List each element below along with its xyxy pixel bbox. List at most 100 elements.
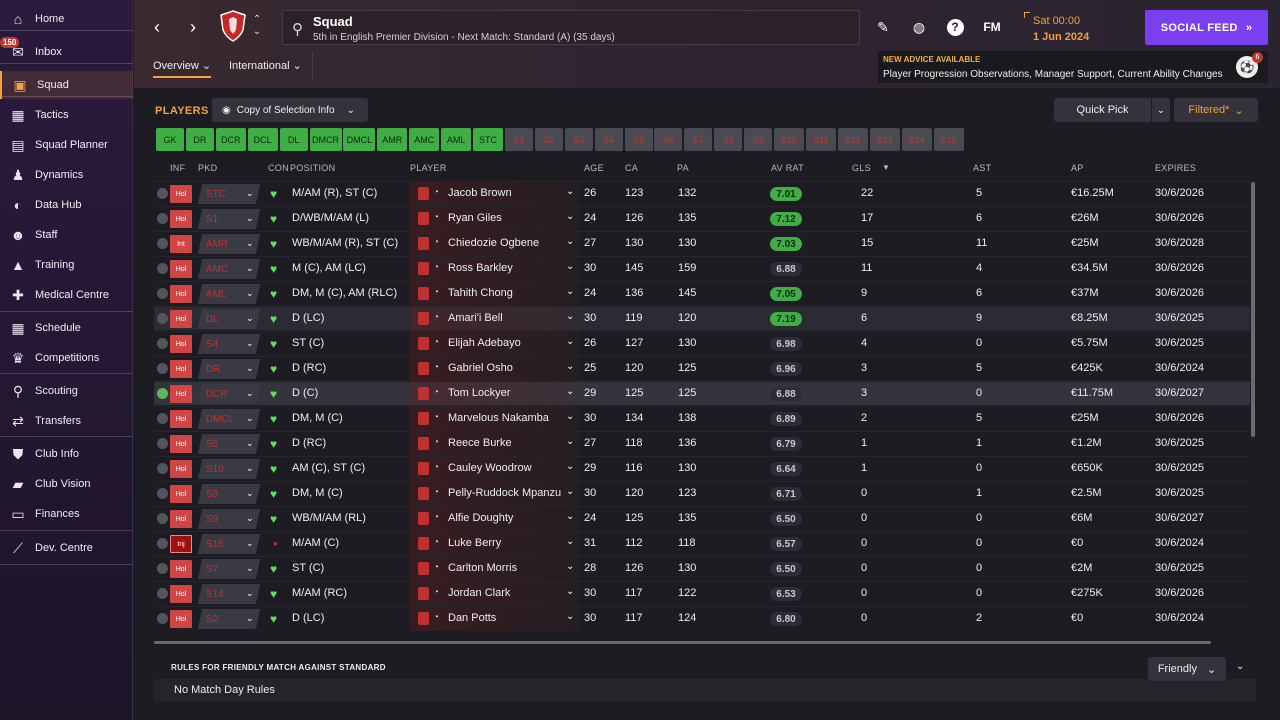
quick-pick-button[interactable]: Quick Pick <box>1054 98 1151 122</box>
chevron-down-icon[interactable]: ⌄ <box>566 186 575 197</box>
row-select-checkbox[interactable] <box>157 288 168 299</box>
sidebar-item-schedule[interactable]: ▦ Schedule <box>0 314 133 342</box>
position-filter-s5[interactable]: S5 <box>624 128 653 151</box>
chevron-down-icon[interactable]: ⌄ <box>566 561 575 572</box>
table-row[interactable]: Hol S10 ⌄ ♥ AM (C), ST (C) ◔ Cauley Woodrow ⌄ 29… <box>154 456 1250 481</box>
chevron-down-icon[interactable]: ⌄ <box>246 513 254 523</box>
collapse-chevron-icon[interactable]: ⌄ <box>1236 661 1245 672</box>
info-badge[interactable]: Hol <box>170 260 192 278</box>
club-switch-arrows-icon[interactable]: ⌃ ⌄ <box>252 14 262 37</box>
sidebar-item-dev-centre[interactable]: ⟋ Dev. Centre <box>0 534 133 562</box>
position-filter-aml[interactable]: AML <box>441 128 472 151</box>
table-row[interactable]: Hol S4 ⌄ ♥ ST (C) ◔ Elijah Adebayo ⌄ 26 127 130 6.9… <box>154 331 1250 356</box>
chevron-down-icon[interactable]: ⌄ <box>246 263 254 273</box>
sidebar-item-training[interactable]: ▲ Training <box>0 251 133 279</box>
chevron-down-icon[interactable]: ⌄ <box>566 611 575 622</box>
sidebar-item-scouting[interactable]: ⚲ Scouting <box>0 377 133 405</box>
position-filter-s6[interactable]: S6 <box>654 128 683 151</box>
tab-international[interactable]: International ⌄ <box>229 59 302 72</box>
chevron-down-icon[interactable]: ⌄ <box>566 536 575 547</box>
player-name-link[interactable]: Chiedozie Ogbene <box>448 237 540 249</box>
position-filter-s9[interactable]: S9 <box>744 128 773 151</box>
position-filter-dcr[interactable]: DCR <box>215 128 246 151</box>
player-name-link[interactable]: Elijah Adebayo <box>448 337 521 349</box>
column-header-avrat[interactable]: AV RAT <box>771 163 804 173</box>
position-filter-stc[interactable]: STC <box>473 128 503 151</box>
position-filter-dr[interactable]: DR <box>185 128 214 151</box>
row-select-checkbox[interactable] <box>157 588 168 599</box>
forward-arrow-icon[interactable]: › <box>190 16 196 37</box>
player-name-link[interactable]: Reece Burke <box>448 437 512 449</box>
sidebar-item-transfers[interactable]: ⇄ Transfers <box>0 407 133 435</box>
info-badge[interactable]: Inj <box>170 535 192 553</box>
sidebar-item-squad[interactable]: ▣ Squad <box>0 71 133 99</box>
info-badge[interactable]: Hol <box>170 210 192 228</box>
column-header-pkd[interactable]: PKD <box>198 163 218 173</box>
sidebar-item-staff[interactable]: ☻ Staff <box>0 221 133 249</box>
info-badge[interactable]: Hol <box>170 185 192 203</box>
table-row[interactable]: Hol STC ⌄ ♥ M/AM (R), ST (C) ◔ Jacob Brown ⌄ 26 1… <box>154 181 1250 206</box>
chevron-down-icon[interactable]: ⌄ <box>566 236 575 247</box>
chevron-down-icon[interactable]: ⌄ <box>246 238 254 248</box>
sidebar-item-squad-planner[interactable]: ▤ Squad Planner <box>0 131 133 159</box>
help-icon[interactable]: ? <box>944 16 966 38</box>
column-header-con[interactable]: CON <box>268 163 289 173</box>
info-badge[interactable]: Int <box>170 235 192 253</box>
row-select-checkbox[interactable] <box>157 438 168 449</box>
table-row[interactable]: Hol DL ⌄ ♥ D (LC) ◔ Amari'i Bell ⌄ 30 119 120 7.19 6… <box>154 306 1250 331</box>
player-name-link[interactable]: Amari'i Bell <box>448 312 503 324</box>
row-select-checkbox[interactable] <box>157 388 168 399</box>
chevron-down-icon[interactable]: ⌄ <box>566 361 575 372</box>
player-name-link[interactable]: Cauley Woodrow <box>448 462 532 474</box>
chevron-down-icon[interactable]: ⌄ <box>566 336 575 347</box>
chevron-down-icon[interactable]: ⌄ <box>246 288 254 298</box>
player-name-link[interactable]: Tom Lockyer <box>448 387 511 399</box>
horizontal-scrollbar[interactable] <box>154 641 1211 644</box>
position-filter-dmcr[interactable]: DMCR <box>309 128 342 151</box>
position-filter-s12[interactable]: S12 <box>837 128 868 151</box>
chevron-down-icon[interactable]: ⌄ <box>566 211 575 222</box>
table-row[interactable]: Hol S2 ⌄ ♥ D (LC) ◔ Dan Potts ⌄ 30 117 124 6.80 0 2 €0… <box>154 606 1250 631</box>
sidebar-item-medical-centre[interactable]: ✚ Medical Centre <box>0 281 133 309</box>
position-filter-s7[interactable]: S7 <box>684 128 713 151</box>
info-badge[interactable]: Hol <box>170 560 192 578</box>
chevron-down-icon[interactable]: ⌄ <box>566 411 575 422</box>
chevron-down-icon[interactable]: ⌄ <box>246 188 254 198</box>
sidebar-item-finances[interactable]: ▭ Finances <box>0 500 133 528</box>
position-filter-amc[interactable]: AMC <box>409 128 440 151</box>
info-badge[interactable]: Hol <box>170 310 192 328</box>
page-search-box[interactable]: ⚲ Squad 5th in English Premier Division … <box>282 10 860 45</box>
row-select-checkbox[interactable] <box>157 488 168 499</box>
column-header-ap[interactable]: AP <box>1071 163 1084 173</box>
filter-button[interactable]: Filtered* ⌄ <box>1174 98 1258 122</box>
sidebar-item-dynamics[interactable]: ♟ Dynamics <box>0 161 133 189</box>
sidebar-item-club-vision[interactable]: ▰ Club Vision <box>0 470 133 498</box>
position-filter-gk[interactable]: GK <box>156 128 184 151</box>
chevron-down-icon[interactable]: ⌄ <box>566 486 575 497</box>
sidebar-item-club-info[interactable]: ⛊ Club Info <box>0 440 133 468</box>
match-type-dropdown[interactable]: Friendly ⌄ <box>1148 657 1226 681</box>
player-name-link[interactable]: Tahith Chong <box>448 287 513 299</box>
chevron-down-icon[interactable]: ⌄ <box>566 286 575 297</box>
chevron-down-icon[interactable]: ⌄ <box>566 586 575 597</box>
chevron-down-icon[interactable]: ⌄ <box>246 588 254 598</box>
sidebar-item-tactics[interactable]: ▦ Tactics <box>0 101 133 129</box>
column-header-expires[interactable]: EXPIRES <box>1155 163 1197 173</box>
game-date[interactable]: Sat 00:00 1 Jun 2024 <box>1024 12 1134 46</box>
table-row[interactable]: Hol DR ⌄ ♥ D (RC) ◔ Gabriel Osho ⌄ 25 120 125 6.96 3… <box>154 356 1250 381</box>
chevron-down-icon[interactable]: ⌄ <box>566 511 575 522</box>
advice-panel[interactable]: NEW ADVICE AVAILABLE Player Progression … <box>878 51 1268 83</box>
table-row[interactable]: Hol DCR ⌄ ♥ D (C) ◔ Tom Lockyer ⌄ 29 125 125 6.88 3 0… <box>154 381 1250 406</box>
chevron-down-icon[interactable]: ⌄ <box>246 463 254 473</box>
position-filter-dl[interactable]: DL <box>279 128 308 151</box>
row-select-checkbox[interactable] <box>157 263 168 274</box>
chevron-down-icon[interactable]: ⌄ <box>246 438 254 448</box>
table-row[interactable]: Int AMR ⌄ ♥ WB/M/AM (R), ST (C) ◔ Chiedozie Og… <box>154 231 1250 256</box>
chevron-down-icon[interactable]: ⌄ <box>246 563 254 573</box>
chevron-down-icon[interactable]: ⌄ <box>566 386 575 397</box>
table-row[interactable]: Hol DMCL ⌄ ♥ DM, M (C) ◔ Marvelous Nakamba ⌄ 30 1… <box>154 406 1250 431</box>
info-badge[interactable]: Hol <box>170 435 192 453</box>
row-select-checkbox[interactable] <box>157 363 168 374</box>
position-filter-s14[interactable]: S14 <box>901 128 932 151</box>
position-filter-dcl[interactable]: DCL <box>247 128 278 151</box>
